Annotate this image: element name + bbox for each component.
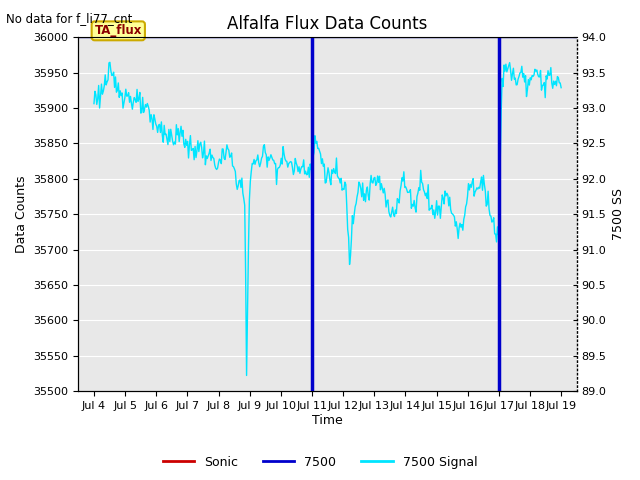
Title: Alfalfa Flux Data Counts: Alfalfa Flux Data Counts [227,15,428,33]
Text: TA_flux: TA_flux [95,24,142,37]
Text: No data for f_li77_cnt: No data for f_li77_cnt [6,12,132,25]
X-axis label: Time: Time [312,414,343,427]
Legend: Sonic, 7500, 7500 Signal: Sonic, 7500, 7500 Signal [158,451,482,474]
Y-axis label: 7500 SS: 7500 SS [612,188,625,240]
Y-axis label: Data Counts: Data Counts [15,176,28,253]
